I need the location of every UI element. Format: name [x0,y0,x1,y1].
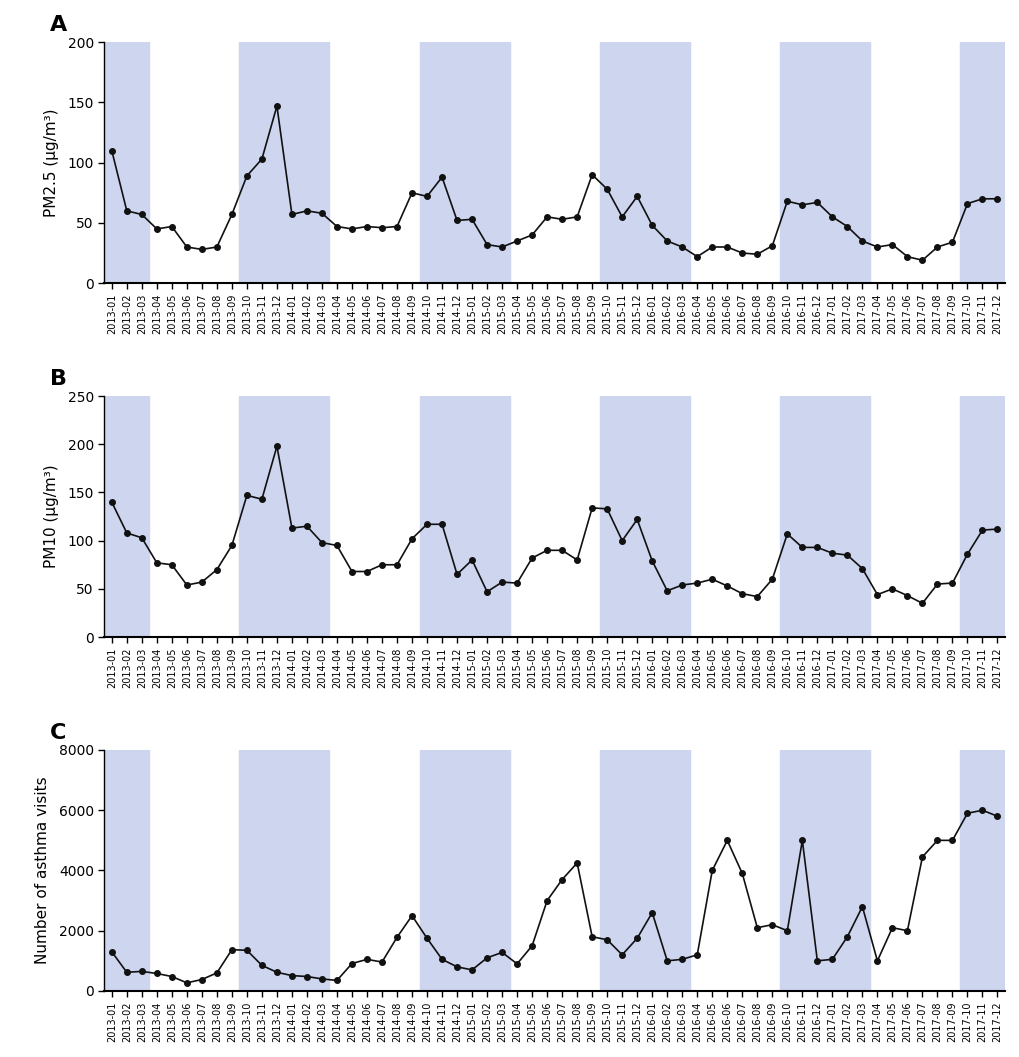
Text: B: B [50,369,67,389]
Bar [239,750,329,991]
Bar [780,42,869,283]
Bar [239,396,329,637]
Y-axis label: PM2.5 (μg/m³): PM2.5 (μg/m³) [44,109,59,217]
Bar [419,396,510,637]
Y-axis label: PM10 (μg/m³): PM10 (μg/m³) [44,465,59,569]
Bar [419,750,510,991]
Bar [419,42,510,283]
Text: C: C [50,723,66,743]
Bar [599,396,689,637]
Y-axis label: Number of asthma visits: Number of asthma visits [36,777,50,964]
Bar [959,750,1004,991]
Bar [239,42,329,283]
Bar [599,42,689,283]
Bar [599,750,689,991]
Bar [780,750,869,991]
Text: A: A [50,15,67,35]
Bar [104,42,149,283]
Bar [104,750,149,991]
Bar [959,396,1004,637]
Bar [959,42,1004,283]
Bar [104,396,149,637]
Bar [780,396,869,637]
